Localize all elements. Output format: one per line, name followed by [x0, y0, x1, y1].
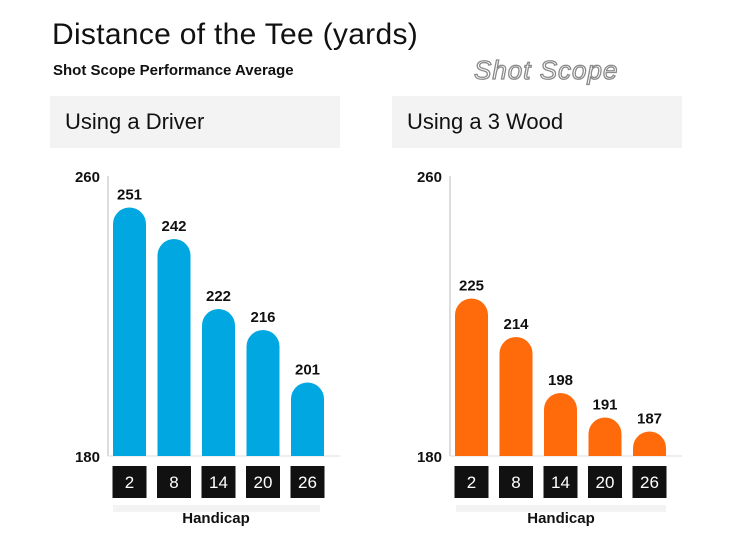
wood-bar [455, 298, 488, 456]
wood-value-label: 214 [503, 316, 529, 333]
driver-y-tick-label: 260 [75, 169, 100, 186]
wood-bar [499, 337, 533, 456]
driver-bar [157, 239, 191, 456]
wood-category-label: 8 [511, 473, 520, 492]
page-title: Distance of the Tee (yards) [52, 18, 419, 51]
wood-value-label: 198 [548, 372, 573, 389]
wood-xlabel-strip [456, 505, 666, 512]
driver-category-box [112, 466, 147, 498]
driver-bar [246, 330, 280, 456]
wood-category-label: 26 [640, 473, 659, 492]
wood-value-label: 191 [592, 397, 617, 414]
driver-category-label: 20 [254, 473, 273, 492]
driver-category-box [246, 466, 280, 498]
driver-category-label: 8 [169, 473, 178, 492]
driver-category-label: 2 [125, 473, 134, 492]
driver-value-label: 242 [161, 218, 186, 235]
wood-category-box [632, 466, 667, 498]
driver-y-tick-label: 180 [75, 449, 100, 466]
wood-value-label: 187 [637, 411, 662, 428]
wood-bar [633, 431, 666, 456]
driver-category-box [290, 466, 325, 498]
driver-category-box [201, 466, 236, 498]
driver-category-label: 14 [209, 473, 228, 492]
shot-scope-logo: Shot Scope [473, 54, 618, 85]
wood-category-box [543, 466, 578, 498]
driver-xlabel-strip [113, 505, 320, 512]
wood-bar [544, 393, 577, 456]
wood-category-label: 14 [551, 473, 570, 492]
wood-value-label: 225 [459, 278, 484, 295]
driver-category-label: 26 [298, 473, 317, 492]
wood-y-tick-label: 180 [417, 449, 442, 466]
wood-category-box [588, 466, 622, 498]
wood-category-box [454, 466, 489, 498]
wood-bar [588, 417, 622, 456]
driver-bar [291, 382, 324, 456]
driver-panel-header: Using a Driver [50, 96, 340, 148]
driver-x-axis-label: Handicap [182, 510, 250, 527]
driver-value-label: 222 [206, 288, 231, 305]
driver-chart-title: Using a Driver [65, 109, 205, 134]
wood-category-label: 20 [596, 473, 615, 492]
driver-value-label: 201 [295, 362, 320, 379]
wood-chart-title: Using a 3 Wood [407, 109, 564, 134]
wood-category-box [499, 466, 533, 498]
svg-text:Shot Scope: Shot Scope [474, 55, 618, 85]
driver-value-label: 216 [250, 309, 275, 326]
driver-bar [202, 309, 235, 456]
driver-value-label: 251 [117, 187, 142, 204]
driver-bar [113, 207, 146, 456]
driver-category-box [157, 466, 191, 498]
wood-y-tick-label: 260 [417, 169, 442, 186]
wood-x-axis-label: Handicap [527, 510, 595, 527]
page-subtitle: Shot Scope Performance Average [53, 62, 294, 79]
wood-panel-header: Using a 3 Wood [392, 96, 682, 148]
wood-category-label: 2 [467, 473, 476, 492]
